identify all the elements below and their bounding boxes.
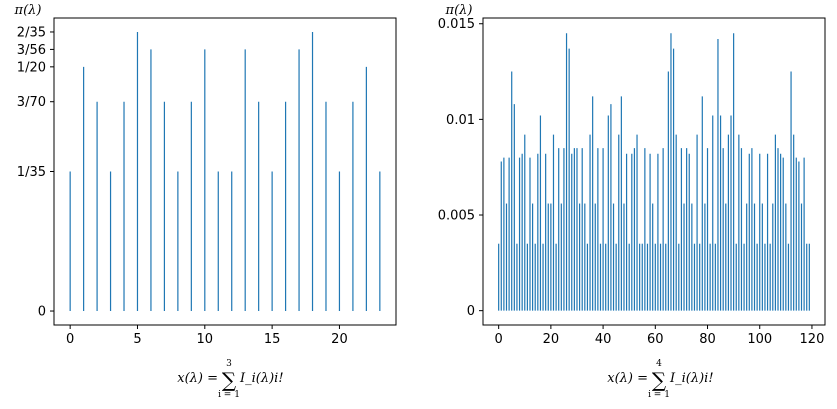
x-tick-label: 80 [699,332,716,347]
right-chart-panel: 0 20 40 60 80 100 120 0 0.005 0.01 0.015 π(λ) x(λ… [438,3,826,400]
left-chart-x-axis-label: x(λ) = 3 ∑ i = 1 I_i(λ)i! [177,359,283,400]
x-tick-label: 120 [800,332,825,347]
x-tick-label: 10 [197,332,214,347]
x-tick-label: 20 [543,332,560,347]
left-chart-x-label-upper: 3 [226,359,232,369]
x-tick-label: 15 [264,332,281,347]
x-tick-label: 40 [595,332,612,347]
right-chart-y-ticks: 0 0.005 0.01 0.015 [438,17,483,319]
y-tick-label: 2/35 [17,25,46,40]
y-tick-label: 1/35 [17,165,46,180]
left-chart-x-label-lower: i = 1 [218,390,240,400]
right-chart-x-ticks: 0 20 40 60 80 100 120 [495,325,825,347]
y-tick-label: 3/56 [17,43,46,58]
right-chart-x-label-sum: ∑ [652,368,667,392]
right-chart-x-axis-label: x(λ) = 4 ∑ i = 1 I_i(λ)i! [607,359,713,400]
y-tick-label: 0 [467,304,475,319]
left-chart-y-axis-label: π(λ) [14,3,42,18]
y-tick-label: 0.01 [446,113,475,128]
left-chart-x-label-sum: ∑ [222,368,237,392]
left-chart-x-ticks: 0 5 10 15 20 [66,325,348,347]
left-chart-x-label-lhs: x(λ) = [177,371,218,386]
right-chart-frame [482,17,826,326]
y-tick-label: 0.005 [438,209,475,224]
x-tick-label: 0 [495,332,503,347]
right-chart-y-axis-label: π(λ) [445,3,473,18]
x-tick-label: 60 [647,332,664,347]
left-chart-frame [53,17,397,326]
right-chart-x-label-lower: i = 1 [648,390,670,400]
y-tick-label: 0.015 [438,17,475,32]
left-chart-panel: 0 5 10 15 20 0 1/35 3/70 1/20 3/56 2/35 π(λ) x(λ)… [14,3,397,400]
right-chart-bars [498,33,810,311]
x-tick-label: 20 [331,332,348,347]
right-chart-x-label-lhs: x(λ) = [607,371,648,386]
x-tick-label: 5 [133,332,141,347]
x-tick-label: 0 [66,332,74,347]
right-chart-x-label-rhs: I_i(λ)i! [669,371,714,386]
right-chart-x-label-upper: 4 [656,359,662,369]
y-tick-label: 3/70 [17,95,46,110]
left-chart-bars [69,31,381,312]
left-chart-y-ticks: 0 1/35 3/70 1/20 3/56 2/35 [17,25,54,320]
y-tick-label: 0 [38,305,46,320]
x-tick-label: 100 [747,332,772,347]
y-tick-label: 1/20 [17,60,46,75]
left-chart-x-label-rhs: I_i(λ)i! [239,371,284,386]
